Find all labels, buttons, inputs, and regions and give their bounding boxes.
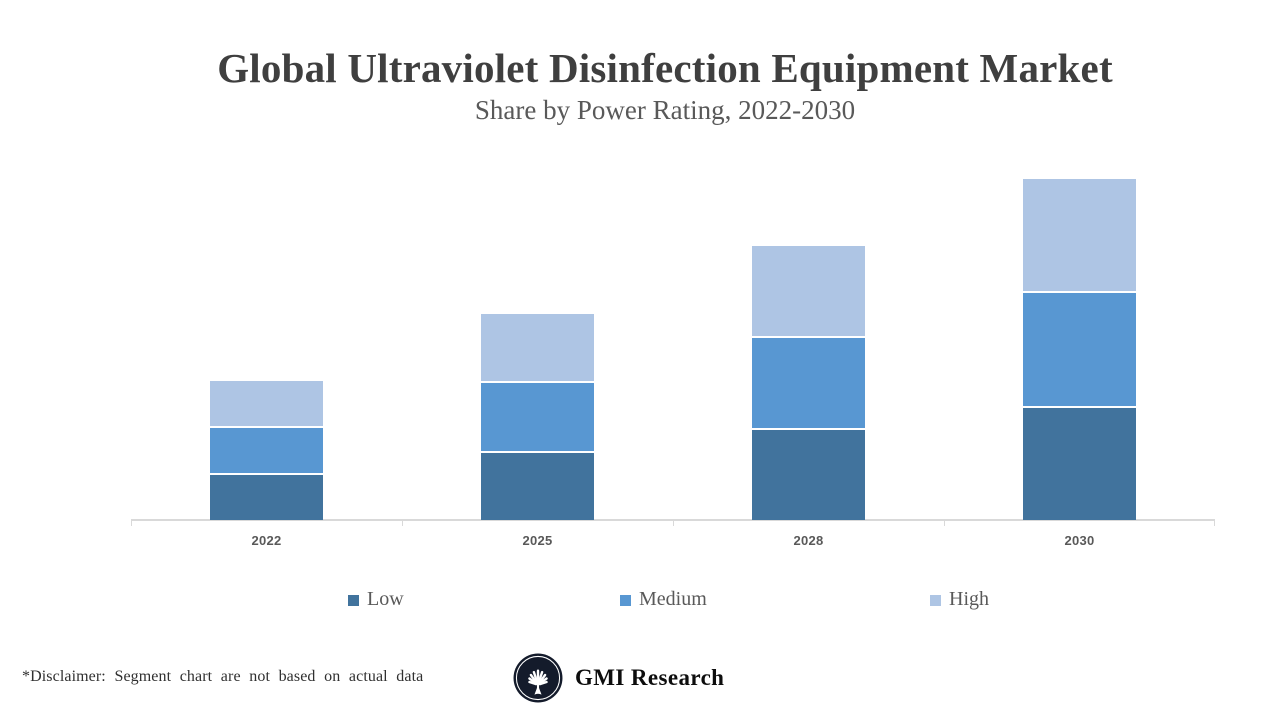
segment-low-2022 <box>210 475 323 520</box>
legend: Low Medium High <box>0 588 1280 614</box>
legend-item-high: High <box>930 588 989 611</box>
axis-tick <box>1214 520 1215 526</box>
legend-swatch-high-icon <box>930 594 941 606</box>
chart-title: Global Ultraviolet Disinfection Equipmen… <box>217 45 1113 91</box>
bar-2028 <box>752 246 865 520</box>
legend-swatch-low-icon <box>348 594 359 606</box>
axis-tick <box>402 520 403 526</box>
legend-item-medium: Medium <box>620 588 707 611</box>
segment-low-2025 <box>481 452 594 520</box>
segment-low-2028 <box>752 430 865 520</box>
axis-tick <box>131 520 132 526</box>
segment-high-2030 <box>1023 178 1136 291</box>
chart-subtitle: Share by Power Rating, 2022-2030 <box>474 95 856 125</box>
segment-high-2028 <box>752 246 865 336</box>
x-tick-label-2030: 2030 <box>1064 533 1095 548</box>
legend-swatch-medium-icon <box>620 594 631 606</box>
x-tick-label-2025: 2025 <box>522 533 553 548</box>
segment-low-2030 <box>1023 407 1136 520</box>
legend-item-low: Low <box>348 588 404 611</box>
plot-area: 2022 2025 2028 2030 <box>131 160 1215 548</box>
segment-medium-2025 <box>481 383 594 451</box>
segment-medium-2022 <box>210 428 323 473</box>
brand-lockup: GMI Research <box>513 652 724 704</box>
bar-2022 <box>210 381 323 520</box>
disclaimer-text: *Disclaimer: Segment chart are not based… <box>22 668 424 685</box>
legend-label-medium: Medium <box>639 588 707 610</box>
axis-tick <box>944 520 945 526</box>
x-tick-label-2022: 2022 <box>251 533 282 548</box>
bar-2030 <box>1023 178 1136 520</box>
legend-label-high: High <box>949 588 989 610</box>
bar-2025 <box>481 313 594 520</box>
segment-medium-2030 <box>1023 293 1136 406</box>
axis-tick <box>673 520 674 526</box>
gmi-research-logo-icon <box>513 653 563 703</box>
segment-high-2025 <box>481 313 594 381</box>
x-tick-label-2028: 2028 <box>793 533 824 548</box>
legend-label-low: Low <box>367 588 404 610</box>
segment-medium-2028 <box>752 338 865 428</box>
brand-name: GMI Research <box>575 665 725 690</box>
segment-high-2022 <box>210 381 323 426</box>
